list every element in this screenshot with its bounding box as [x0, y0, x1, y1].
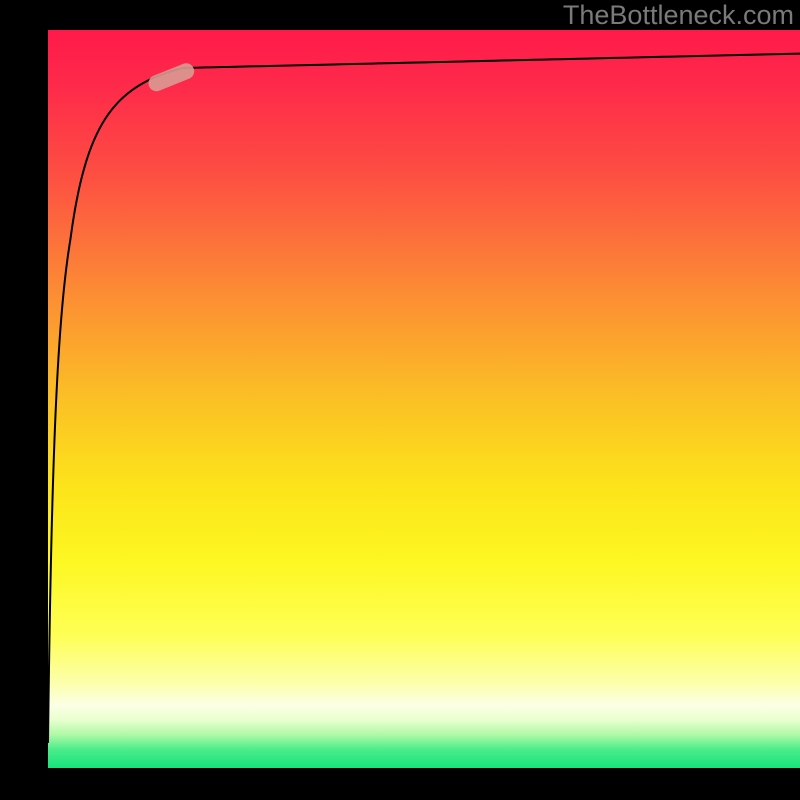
plot-area: [48, 30, 800, 768]
chart-svg: [0, 0, 800, 800]
source-watermark: TheBottleneck.com: [563, 0, 794, 31]
chart-container: TheBottleneck.com: [0, 0, 800, 800]
